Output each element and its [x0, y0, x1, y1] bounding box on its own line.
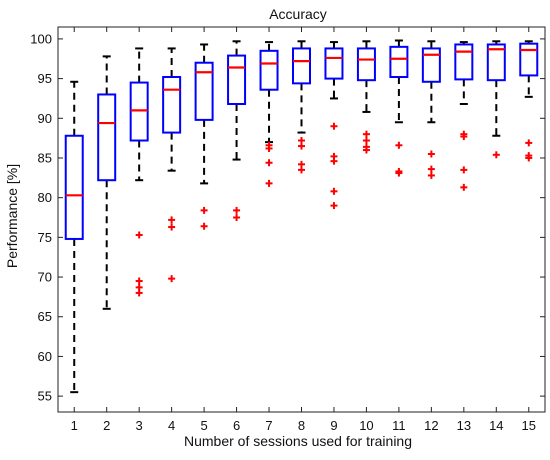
y-tick-label: 80 — [38, 190, 52, 205]
outlier-marker — [362, 137, 370, 145]
box-group-13 — [454, 41, 474, 191]
y-tick-label: 60 — [38, 349, 52, 364]
box-group-5 — [194, 43, 214, 230]
outlier-marker — [362, 146, 370, 154]
outlier-marker — [265, 179, 273, 187]
iqr-box — [227, 54, 247, 105]
outlier-marker — [168, 223, 176, 231]
y-tick-label: 90 — [38, 111, 52, 126]
iqr-box — [259, 49, 279, 91]
box-group-1 — [64, 80, 84, 394]
x-tick-label: 3 — [136, 418, 143, 433]
y-tick-label: 65 — [38, 309, 52, 324]
x-tick-label: 14 — [489, 418, 503, 433]
y-tick-label: 75 — [38, 230, 52, 245]
iqr-box — [97, 93, 117, 182]
outlier-marker — [135, 231, 143, 239]
outlier-marker — [395, 169, 403, 177]
chart-title: Accuracy — [269, 6, 327, 22]
box-group-2 — [97, 55, 117, 310]
outlier-marker — [525, 154, 533, 162]
outlier-marker — [362, 130, 370, 138]
iqr-box — [292, 47, 311, 85]
y-tick-label: 95 — [38, 71, 52, 86]
outlier-marker — [427, 165, 435, 173]
outlier-marker — [525, 139, 533, 147]
iqr-box — [519, 42, 539, 77]
y-tick-label: 70 — [38, 270, 52, 285]
outlier-marker — [233, 206, 241, 214]
iqr-box — [486, 43, 506, 82]
x-tick-label: 8 — [298, 418, 305, 433]
x-tick-label: 2 — [103, 418, 110, 433]
outlier-marker — [233, 214, 241, 222]
x-axis-title: Number of sessions used for training — [184, 433, 412, 449]
outlier-marker — [135, 277, 143, 285]
y-tick-label: 55 — [38, 389, 52, 404]
x-tick-label: 5 — [200, 418, 207, 433]
outlier-marker — [200, 206, 208, 214]
x-tick-label: 7 — [265, 418, 272, 433]
outlier-marker — [427, 150, 435, 158]
x-tick-label: 9 — [330, 418, 337, 433]
box-group-10 — [356, 40, 376, 154]
y-tick-label: 100 — [30, 31, 52, 46]
outlier-marker — [330, 157, 338, 165]
outlier-marker — [460, 183, 468, 191]
y-axis-title: Performance [%] — [4, 164, 20, 268]
x-tick-label: 4 — [168, 418, 175, 433]
x-tick-label: 13 — [457, 418, 471, 433]
iqr-box — [162, 76, 182, 134]
outlier-marker — [427, 171, 435, 179]
outlier-marker — [265, 144, 273, 152]
outlier-marker — [460, 133, 468, 141]
box-group-15 — [519, 40, 539, 162]
x-tick-label: 11 — [392, 418, 406, 433]
box-group-11 — [389, 39, 409, 177]
iqr-box — [129, 81, 149, 142]
iqr-box — [454, 43, 474, 81]
outlier-marker — [395, 141, 403, 149]
x-tick-label: 15 — [522, 418, 536, 433]
x-tick-label: 10 — [359, 418, 373, 433]
outlier-marker — [330, 187, 338, 195]
box-group-14 — [486, 40, 506, 159]
outlier-marker — [460, 166, 468, 174]
iqr-box — [194, 61, 214, 121]
iqr-box — [356, 47, 376, 82]
box-group-6 — [227, 40, 247, 222]
iqr-box — [421, 47, 441, 83]
x-tick-label: 6 — [233, 418, 240, 433]
outlier-marker — [135, 289, 143, 297]
y-tick-label: 85 — [38, 150, 52, 165]
box-group-4 — [162, 47, 182, 283]
box-group-3 — [129, 47, 149, 297]
box-group-9 — [324, 41, 344, 210]
box-group-7 — [259, 41, 279, 187]
box-group-8 — [292, 40, 311, 174]
iqr-box — [324, 47, 344, 80]
outlier-marker — [168, 275, 176, 283]
outlier-marker — [265, 159, 273, 167]
box-group-12 — [421, 40, 441, 179]
outlier-marker — [298, 166, 305, 174]
iqr-box — [389, 45, 409, 79]
x-tick-label: 1 — [71, 418, 78, 433]
outlier-marker — [168, 216, 176, 224]
outlier-marker — [298, 142, 305, 150]
x-tick-label: 12 — [424, 418, 438, 433]
outlier-marker — [200, 222, 208, 230]
outlier-marker — [492, 151, 500, 159]
iqr-box — [64, 134, 84, 240]
outlier-marker — [330, 122, 338, 130]
outlier-marker — [330, 202, 338, 210]
plot-area — [64, 39, 539, 394]
